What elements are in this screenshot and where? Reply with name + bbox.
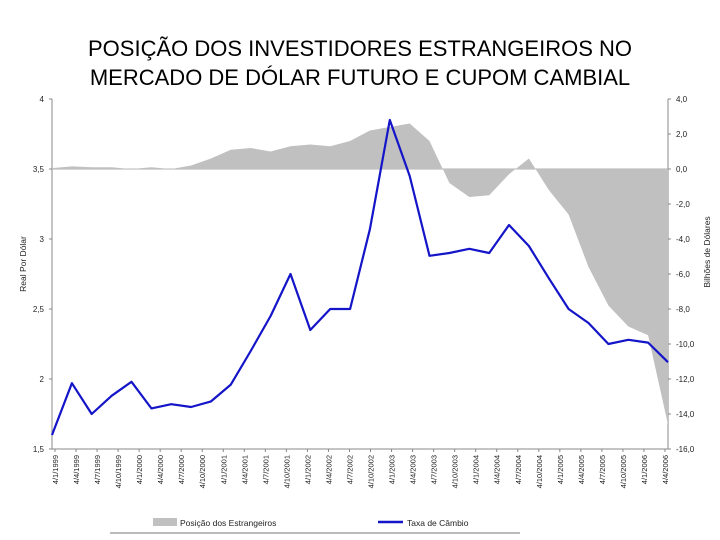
x-tick-label: 4/4/1999 — [72, 455, 81, 484]
x-tick-label: 4/7/2002 — [345, 455, 354, 484]
right-tick-label: 2,0 — [676, 130, 688, 139]
x-tick-label: 4/1/2003 — [388, 455, 397, 484]
x-tick-label: 4/1/2004 — [472, 455, 481, 484]
x-tick-label: 4/1/2006 — [640, 455, 649, 484]
x-axis-ticks: 4/1/1999 4/4/1999 4/7/1999 4/10/1999 4/1/200… — [51, 449, 670, 488]
slide-title-line-2: MERCADO DE DÓLAR FUTURO E CUPOM CAMBIAL — [89, 65, 631, 90]
x-tick-label: 4/1/2002 — [303, 455, 312, 484]
legend-label-area: Posição dos Estrangeiros — [180, 518, 276, 528]
x-tick-label: 4/7/2004 — [514, 455, 523, 484]
right-tick-label: -14,0 — [676, 410, 695, 419]
x-tick-label: 4/7/2003 — [430, 455, 439, 484]
x-tick-label: 4/4/2005 — [577, 455, 586, 484]
x-tick-label: 4/1/2001 — [219, 455, 228, 484]
line-series-group — [50, 118, 669, 436]
x-tick-label: 4/1/2005 — [556, 455, 565, 484]
x-tick-label: 4/4/2004 — [493, 455, 502, 484]
x-tick-label: 4/7/2000 — [177, 455, 186, 484]
x-tick-label: 4/4/2006 — [661, 455, 670, 484]
x-tick-label: 4/10/2000 — [198, 455, 207, 488]
x-tick-label: 4/4/2003 — [409, 455, 418, 484]
left-tick-label: 3,5 — [33, 165, 45, 174]
right-tick-label: -12,0 — [676, 375, 695, 384]
legend: Posição dos Estrangeiros Taxa de Câmbio — [110, 518, 520, 534]
right-tick-label: -8,0 — [676, 305, 690, 314]
y-axis-label-right: Bilhões de Dólares — [702, 216, 712, 287]
right-tick-label: 0,0 — [676, 165, 688, 174]
slide-title-line-1: POSIÇÃO DOS INVESTIDORES ESTRANGEIROS NO — [88, 36, 632, 61]
right-tick-label: -6,0 — [676, 270, 690, 279]
x-tick-label: 4/1/2000 — [135, 455, 144, 484]
x-tick-label: 4/4/2000 — [156, 455, 165, 484]
slide-title: POSIÇÃO DOS INVESTIDORES ESTRANGEIROS NO… — [0, 34, 720, 92]
right-axis-ticks: -16,0 -14,0 -12,0 -10,0 -8,0 -6,0 -4,0 -2,0 0,0 2… — [668, 95, 695, 454]
right-tick-label: -16,0 — [676, 445, 695, 454]
x-tick-label: 4/10/2001 — [282, 455, 291, 488]
line-series-exchange-rate — [50, 118, 669, 436]
left-tick-label: 2,5 — [33, 305, 45, 314]
right-tick-label: 4,0 — [676, 95, 688, 104]
x-tick-label: 4/10/1999 — [114, 455, 123, 488]
right-tick-label: -10,0 — [676, 340, 695, 349]
x-tick-label: 4/1/1999 — [51, 455, 60, 484]
left-tick-label: 1,5 — [33, 445, 45, 454]
y-axis-label-left: Real Por Dólar — [18, 236, 28, 292]
legend-swatch-area — [153, 518, 177, 526]
x-tick-label: 4/10/2003 — [451, 455, 460, 488]
x-tick-label: 4/10/2004 — [535, 455, 544, 488]
x-tick-label: 4/7/2005 — [598, 455, 607, 484]
left-axis-ticks: 1,5 2 2,5 3 3,5 4 — [33, 95, 52, 454]
left-tick-label: 2 — [40, 375, 45, 384]
legend-label-line: Taxa de Câmbio — [407, 518, 469, 528]
right-tick-label: -2,0 — [676, 200, 690, 209]
x-tick-label: 4/7/2001 — [261, 455, 270, 484]
x-tick-label: 4/10/2005 — [619, 455, 628, 488]
left-tick-label: 3 — [40, 235, 45, 244]
x-tick-label: 4/7/1999 — [93, 455, 102, 484]
x-tick-label: 4/4/2002 — [324, 455, 333, 484]
x-tick-label: 4/4/2001 — [240, 455, 249, 484]
x-tick-label: 4/10/2002 — [367, 455, 376, 488]
right-tick-label: -4,0 — [676, 235, 690, 244]
left-tick-label: 4 — [40, 95, 45, 104]
